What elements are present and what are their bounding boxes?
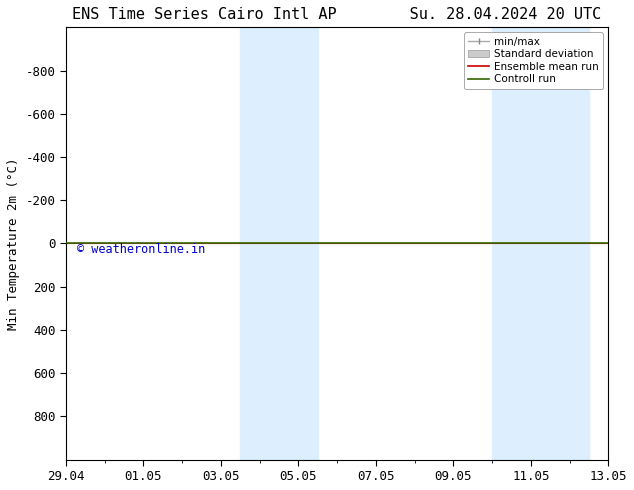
Text: © weatheronline.in: © weatheronline.in: [77, 244, 205, 256]
Bar: [492, 27, 589, 460]
Legend: min/max, Standard deviation, Ensemble mean run, Controll run: min/max, Standard deviation, Ensemble me…: [464, 32, 603, 89]
Title: ENS Time Series Cairo Intl AP        Su. 28.04.2024 20 UTC: ENS Time Series Cairo Intl AP Su. 28.04.…: [72, 7, 602, 22]
Bar: [240, 27, 318, 460]
Y-axis label: Min Temperature 2m (°C): Min Temperature 2m (°C): [7, 157, 20, 330]
